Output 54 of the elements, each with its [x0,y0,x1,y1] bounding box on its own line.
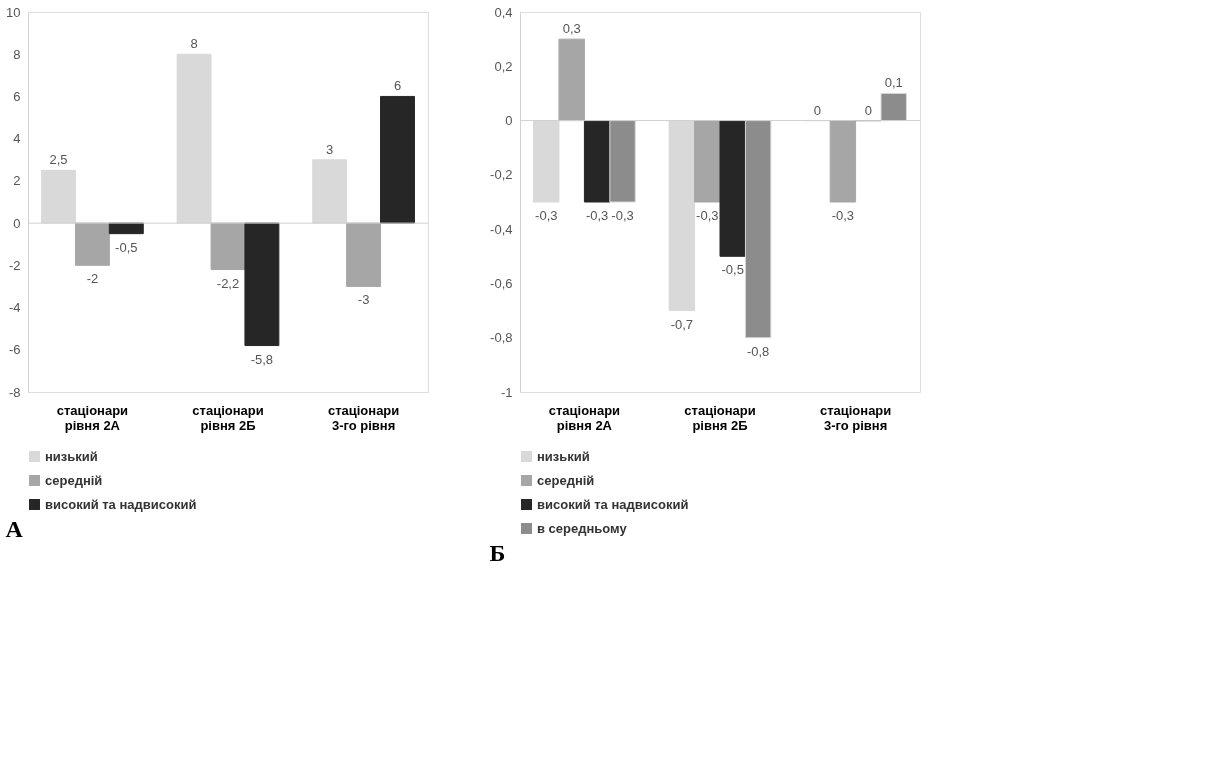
data-label: -2,2 [216,275,240,291]
data-label: -0,7 [670,316,694,332]
data-label: 2,5 [49,152,68,168]
x-tick-label: стаціонари 3-го рівня [819,402,892,433]
y-tick-label: 2 [13,173,21,189]
data-label: -0,5 [115,239,138,255]
x-tick-label: стаціонари рівня 2Б [684,402,756,433]
legend-label: високий та надвисокий [45,496,197,512]
y-tick-label: 0 [505,113,513,129]
y-tick-label: -8 [8,384,21,400]
y-tick-label: -0,2 [490,167,513,183]
y-tick-label: 4 [13,131,21,147]
data-label: -0,3 [535,208,558,223]
data-label: -0,5 [721,262,744,278]
x-tick-label: стаціонари рівня 2Б [192,402,264,433]
data-label: -0,3 [611,208,634,223]
data-label: 6 [393,78,402,94]
y-tick-label: 8 [13,46,21,62]
text: А [5,516,24,542]
legend-label: низький [537,448,590,464]
data-label: -0,8 [746,343,770,359]
y-tick-label: 0 [13,215,21,231]
legend-label: середній [537,472,595,488]
legend-label: високий та надвисокий [537,496,689,512]
data-label: 8 [190,36,198,52]
legend-label: в середньому [537,520,628,536]
y-tick-label: -0,6 [490,275,513,291]
x-tick-label: стаціонари рівня 2А [548,402,621,433]
y-tick-label: -0,4 [490,221,513,237]
y-tick-label: -0,8 [490,330,513,346]
data-label: 3 [326,141,334,157]
legend-label: середній [45,472,103,488]
data-label: -2 [86,271,99,287]
data-label: -3 [357,292,370,308]
y-tick-label: -4 [8,300,21,316]
y-tick-label: -2 [8,257,21,273]
data-label: -0,3 [831,208,855,223]
data-label: -5,8 [250,351,274,367]
data-label: 0,1 [884,75,903,91]
data-label: -0,3 [585,208,609,223]
x-tick-label: стаціонари 3-го рівня [327,402,400,433]
data-label: 0 [864,102,872,118]
text: Б [489,540,506,566]
data-label: 0 [813,102,822,118]
data-label: 0,3 [562,21,581,37]
y-tick-label: -6 [8,342,21,358]
y-tick-label: 6 [13,88,21,104]
y-tick-label: -1 [500,384,513,400]
y-tick-label: 10 [6,4,21,20]
y-tick-label: 0,4 [494,4,513,20]
y-tick-label: 0,2 [494,58,513,74]
x-tick-label: стаціонари рівня 2А [56,402,129,433]
legend-label: низький [45,448,98,464]
data-label: -0,3 [696,208,719,223]
